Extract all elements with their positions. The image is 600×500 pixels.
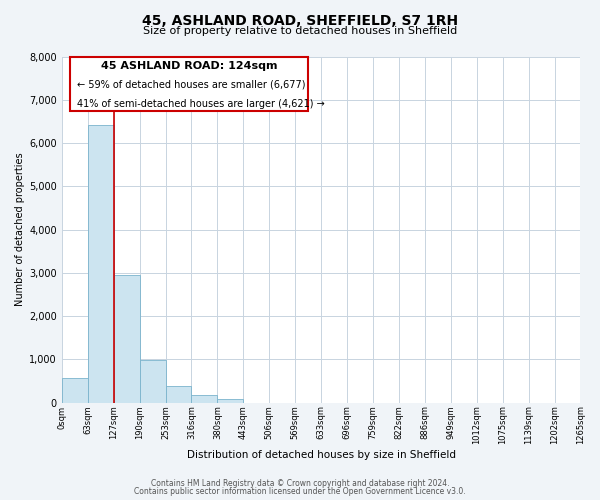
- Text: Contains HM Land Registry data © Crown copyright and database right 2024.: Contains HM Land Registry data © Crown c…: [151, 478, 449, 488]
- Bar: [140, 360, 166, 403]
- Text: Size of property relative to detached houses in Sheffield: Size of property relative to detached ho…: [143, 26, 457, 36]
- Text: Contains public sector information licensed under the Open Government Licence v3: Contains public sector information licen…: [134, 487, 466, 496]
- Bar: [62, 378, 88, 402]
- Text: ← 59% of detached houses are smaller (6,677): ← 59% of detached houses are smaller (6,…: [77, 80, 306, 90]
- Text: 45, ASHLAND ROAD, SHEFFIELD, S7 1RH: 45, ASHLAND ROAD, SHEFFIELD, S7 1RH: [142, 14, 458, 28]
- FancyBboxPatch shape: [70, 56, 308, 110]
- Bar: [113, 275, 140, 402]
- Bar: [88, 125, 113, 402]
- X-axis label: Distribution of detached houses by size in Sheffield: Distribution of detached houses by size …: [187, 450, 455, 460]
- Bar: [217, 399, 244, 402]
- Bar: [191, 396, 217, 402]
- Y-axis label: Number of detached properties: Number of detached properties: [15, 153, 25, 306]
- Text: 45 ASHLAND ROAD: 124sqm: 45 ASHLAND ROAD: 124sqm: [101, 60, 277, 70]
- Text: 41% of semi-detached houses are larger (4,621) →: 41% of semi-detached houses are larger (…: [77, 98, 325, 108]
- Bar: [166, 386, 191, 402]
